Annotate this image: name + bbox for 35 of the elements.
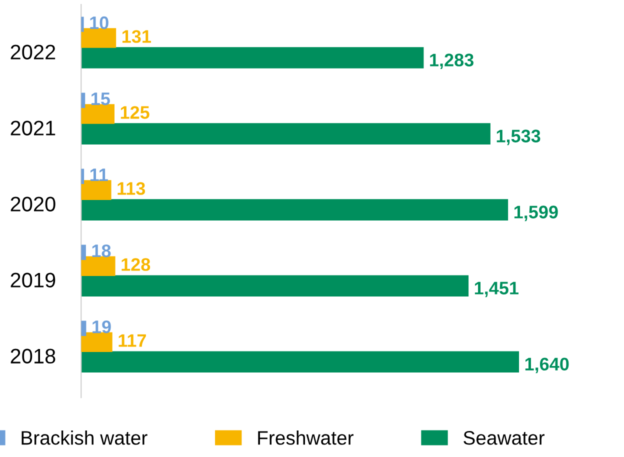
data-label: 1,640 [525,358,569,374]
bar [81,28,116,48]
y-tick-label: 2021 [10,120,56,136]
data-label: 1,451 [474,282,518,298]
data-label: 113 [118,182,146,195]
legend-label: Brackish water [22,430,148,445]
bar [81,332,112,352]
data-label: 1,533 [496,130,540,146]
bar [81,256,116,276]
y-tick-label: 2019 [10,272,56,288]
data-label: 1,283 [430,54,474,70]
data-label: 18 [92,244,111,258]
legend-label: Freshwater [258,430,354,445]
data-label: 19 [92,320,111,334]
legend-label: Seawater [464,431,545,445]
bar [81,104,114,124]
bar [81,16,84,32]
bar [81,275,469,296]
data-label: 10 [90,16,108,30]
y-tick-label: 2018 [10,348,56,364]
bar [81,180,112,200]
data-label: 1,599 [514,206,558,222]
data-label: 117 [118,334,146,347]
bar [81,123,490,144]
bar [81,351,520,373]
data-label: 128 [122,258,150,271]
data-label: 125 [120,106,150,119]
y-tick-label: 2022 [10,44,56,60]
y-tick-label: 2020 [10,196,56,212]
data-label: 11 [90,168,108,182]
data-label: 15 [92,92,110,106]
bar [81,47,424,68]
bar [81,199,508,220]
bar [81,244,86,260]
data-label: 131 [122,30,151,43]
